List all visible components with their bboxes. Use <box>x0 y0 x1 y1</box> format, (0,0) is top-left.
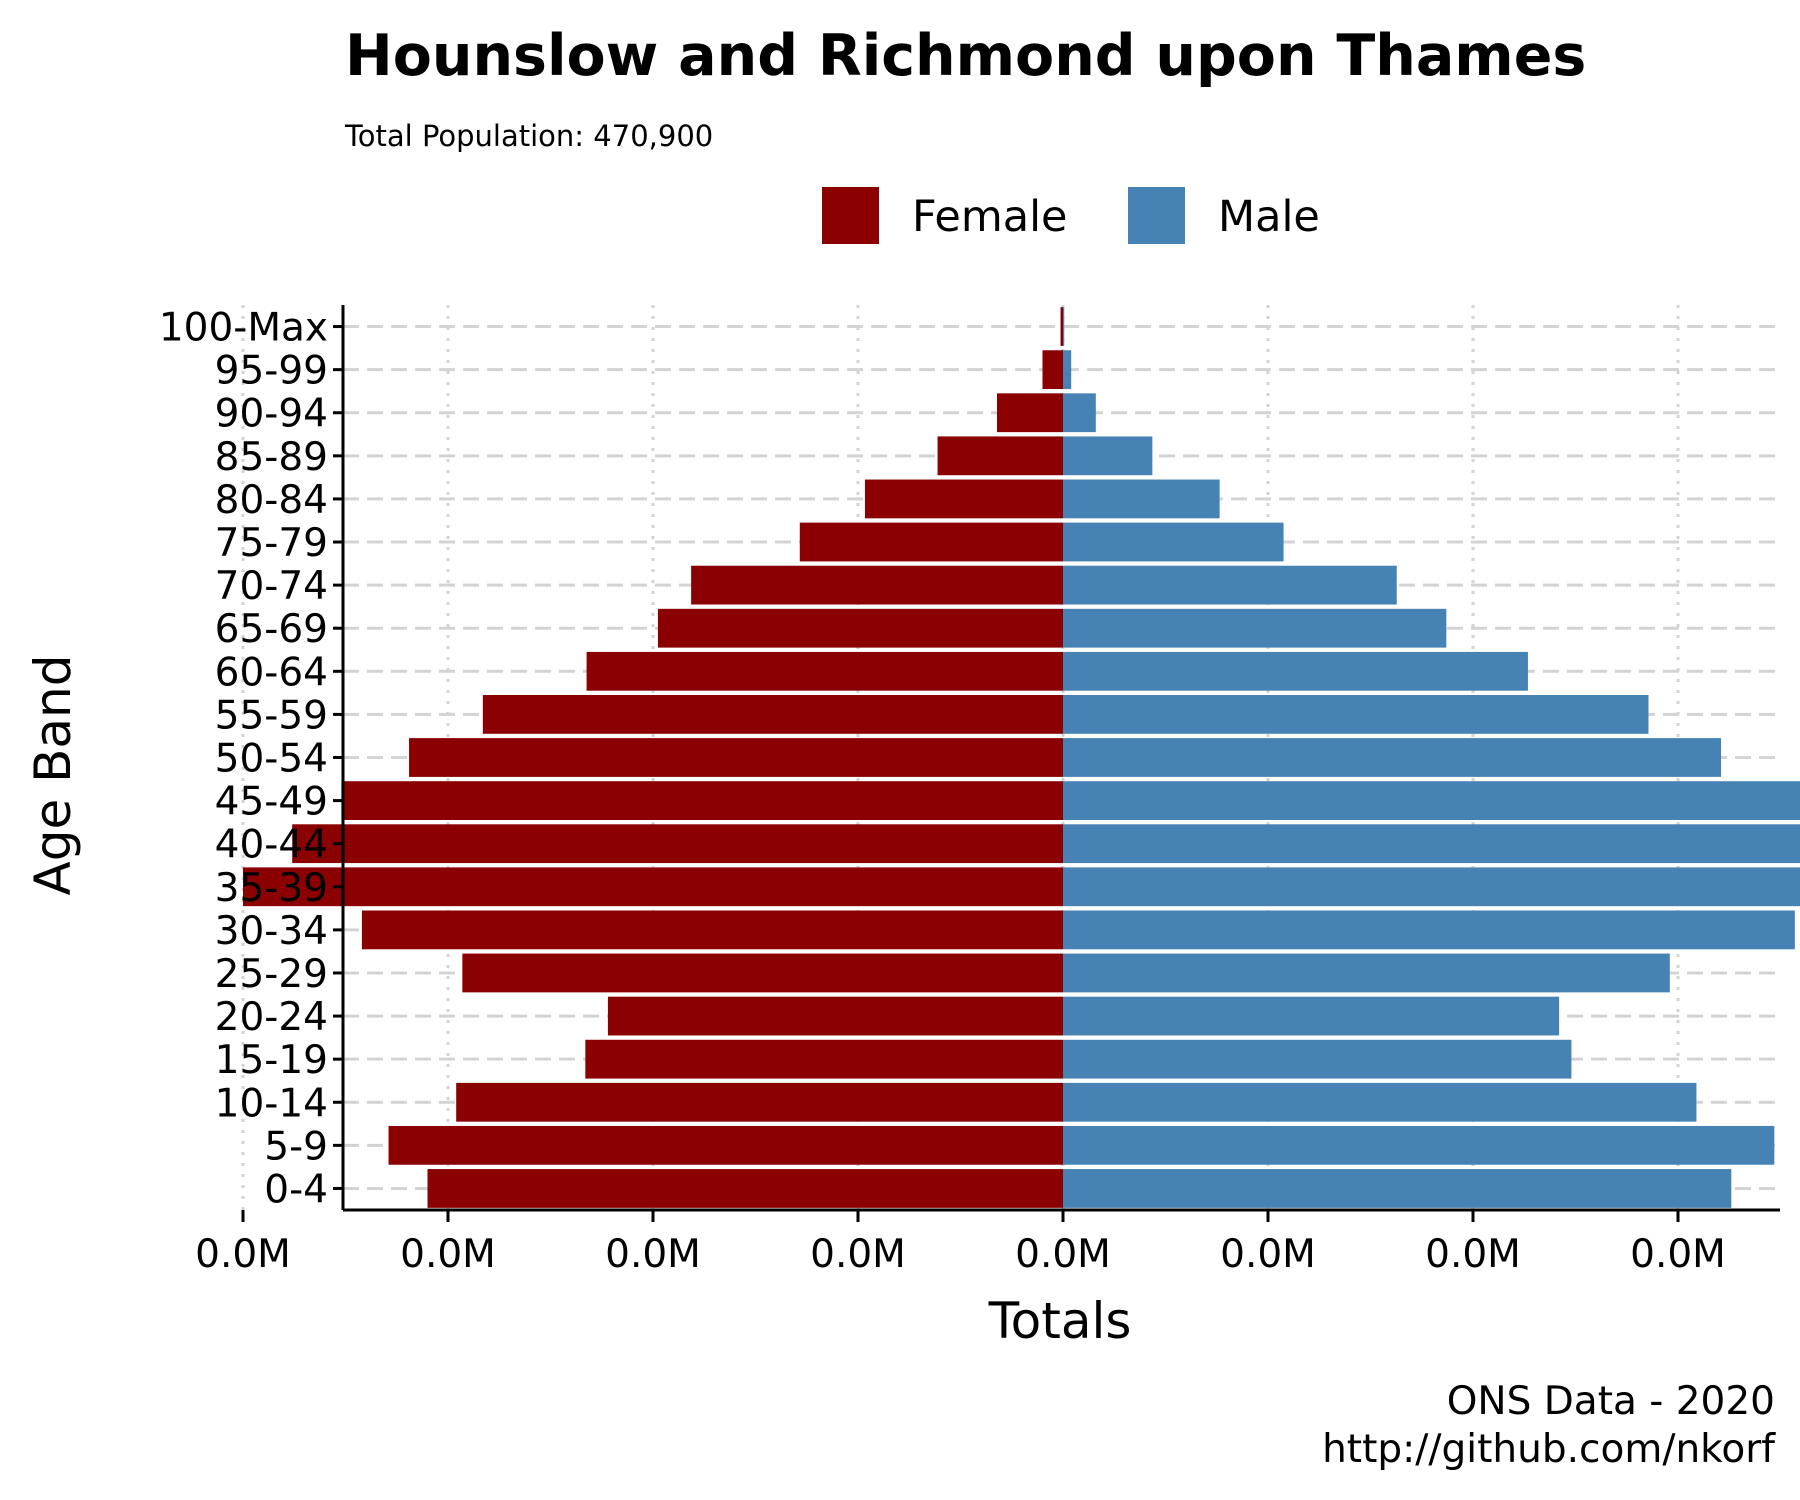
bar-male-95-99 <box>1063 350 1072 390</box>
y-tick-label: 20-24 <box>215 995 328 1040</box>
bar-female-75-79 <box>799 522 1063 562</box>
bar-female-40-44 <box>292 824 1063 864</box>
y-tick-label: 30-34 <box>215 909 328 954</box>
bar-male-35-39 <box>1063 867 1800 907</box>
x-tick-label: 0.0M <box>1015 1232 1111 1277</box>
bar-male-10-14 <box>1063 1082 1697 1122</box>
y-tick-label: 0-4 <box>264 1167 328 1212</box>
bar-female-50-54 <box>409 738 1063 777</box>
y-tick-label: 80-84 <box>215 478 328 523</box>
x-tick-labels: 0.0M0.0M0.0M0.0M0.0M0.0M0.0M0.0M0.0M <box>195 1210 1726 1277</box>
x-tick-label: 0.0M <box>1630 1232 1726 1277</box>
bar-male-60-64 <box>1063 651 1528 691</box>
y-tick-label: 85-89 <box>215 435 328 480</box>
bar-male-100-Max <box>1063 307 1065 346</box>
y-tick-label: 70-74 <box>215 564 328 609</box>
y-tick-label: 55-59 <box>215 693 328 738</box>
chart-subtitle: Total Population: 470,900 <box>344 119 713 153</box>
y-tick-label: 65-69 <box>215 607 328 652</box>
x-tick-label: 0.0M <box>605 1232 701 1277</box>
bar-female-90-94 <box>996 393 1063 433</box>
y-tick-label: 10-14 <box>215 1081 328 1126</box>
bar-female-65-69 <box>657 608 1063 648</box>
bar-female-20-24 <box>607 996 1063 1036</box>
bar-female-30-34 <box>361 910 1063 950</box>
y-tick-label: 100-Max <box>159 306 328 351</box>
bar-male-75-79 <box>1063 522 1284 562</box>
legend-key-female <box>822 187 879 244</box>
bar-female-85-89 <box>937 436 1063 476</box>
bar-female-45-49 <box>341 781 1063 820</box>
bar-female-80-84 <box>864 479 1063 519</box>
bar-male-70-74 <box>1063 565 1397 605</box>
bar-female-5-9 <box>388 1125 1063 1165</box>
bar-female-55-59 <box>482 695 1064 734</box>
bar-male-45-49 <box>1063 781 1800 820</box>
bar-male-5-9 <box>1063 1125 1775 1165</box>
y-tick-label: 45-49 <box>215 780 328 825</box>
y-axis-title: Age Band <box>24 655 82 896</box>
bar-male-30-34 <box>1063 910 1795 950</box>
bar-male-85-89 <box>1063 436 1153 476</box>
bar-male-80-84 <box>1063 479 1220 519</box>
y-tick-label: 60-64 <box>215 650 328 695</box>
bar-male-40-44 <box>1063 824 1800 864</box>
bar-female-60-64 <box>586 651 1063 691</box>
bar-male-55-59 <box>1063 695 1649 734</box>
y-tick-label: 50-54 <box>215 737 328 782</box>
legend-label-male: Male <box>1218 192 1320 242</box>
legend-label-female: Female <box>912 192 1067 242</box>
y-tick-label: 90-94 <box>215 392 328 437</box>
bar-female-15-19 <box>585 1039 1063 1079</box>
x-tick-label: 0.0M <box>1425 1232 1521 1277</box>
bar-female-0-4 <box>427 1169 1063 1208</box>
x-axis-title: Totals <box>988 1292 1132 1350</box>
y-tick-label: 95-99 <box>215 349 328 394</box>
bar-male-25-29 <box>1063 953 1670 993</box>
bars <box>243 307 1800 1208</box>
bar-female-25-29 <box>462 953 1064 993</box>
bar-female-70-74 <box>691 565 1063 605</box>
y-tick-labels: 0-45-910-1415-1920-2425-2930-3435-3940-4… <box>159 306 343 1212</box>
legend-key-male <box>1128 187 1185 244</box>
chart-title: Hounslow and Richmond upon Thames <box>345 23 1586 89</box>
x-tick-label: 0.0M <box>1220 1232 1316 1277</box>
y-tick-label: 25-29 <box>215 952 328 997</box>
y-tick-label: 35-39 <box>215 866 328 911</box>
bar-male-0-4 <box>1063 1169 1732 1208</box>
bar-male-15-19 <box>1063 1039 1572 1079</box>
y-tick-label: 75-79 <box>215 521 328 566</box>
bar-female-35-39 <box>243 867 1063 907</box>
x-tick-label: 0.0M <box>195 1232 291 1277</box>
caption-url: http://github.com/nkorf <box>1322 1427 1776 1472</box>
y-tick-label: 40-44 <box>215 823 328 868</box>
x-tick-label: 0.0M <box>810 1232 906 1277</box>
bar-female-10-14 <box>456 1082 1063 1122</box>
caption-source: ONS Data - 2020 <box>1447 1379 1775 1424</box>
legend: Female Male <box>822 187 1320 244</box>
y-tick-label: 5-9 <box>264 1124 328 1169</box>
bar-female-100-Max <box>1060 307 1063 346</box>
bar-male-20-24 <box>1063 996 1560 1036</box>
y-tick-label: 15-19 <box>215 1038 328 1083</box>
bar-female-95-99 <box>1042 350 1063 390</box>
bar-male-65-69 <box>1063 608 1447 648</box>
bar-male-90-94 <box>1063 393 1096 433</box>
x-tick-label: 0.0M <box>400 1232 496 1277</box>
bar-male-50-54 <box>1063 738 1722 777</box>
